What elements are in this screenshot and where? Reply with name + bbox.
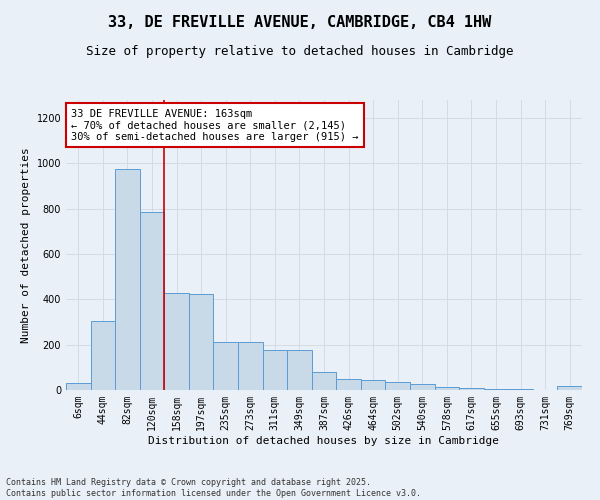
- Text: Contains HM Land Registry data © Crown copyright and database right 2025.
Contai: Contains HM Land Registry data © Crown c…: [6, 478, 421, 498]
- Bar: [361, 380, 385, 390]
- Text: Size of property relative to detached houses in Cambridge: Size of property relative to detached ho…: [86, 45, 514, 58]
- Bar: [189, 294, 214, 390]
- Bar: [140, 212, 164, 390]
- Bar: [66, 383, 91, 390]
- X-axis label: Distribution of detached houses by size in Cambridge: Distribution of detached houses by size …: [149, 436, 499, 446]
- Bar: [238, 342, 263, 390]
- Bar: [385, 382, 410, 390]
- Bar: [336, 378, 361, 390]
- Bar: [214, 342, 238, 390]
- Y-axis label: Number of detached properties: Number of detached properties: [21, 147, 31, 343]
- Bar: [115, 169, 140, 390]
- Bar: [312, 372, 336, 390]
- Bar: [91, 321, 115, 390]
- Text: 33 DE FREVILLE AVENUE: 163sqm
← 70% of detached houses are smaller (2,145)
30% o: 33 DE FREVILLE AVENUE: 163sqm ← 70% of d…: [71, 108, 359, 142]
- Bar: [410, 384, 434, 390]
- Text: 33, DE FREVILLE AVENUE, CAMBRIDGE, CB4 1HW: 33, DE FREVILLE AVENUE, CAMBRIDGE, CB4 1…: [109, 15, 491, 30]
- Bar: [557, 386, 582, 390]
- Bar: [484, 389, 508, 390]
- Bar: [434, 386, 459, 390]
- Bar: [287, 350, 312, 390]
- Bar: [164, 292, 189, 390]
- Bar: [263, 350, 287, 390]
- Bar: [459, 388, 484, 390]
